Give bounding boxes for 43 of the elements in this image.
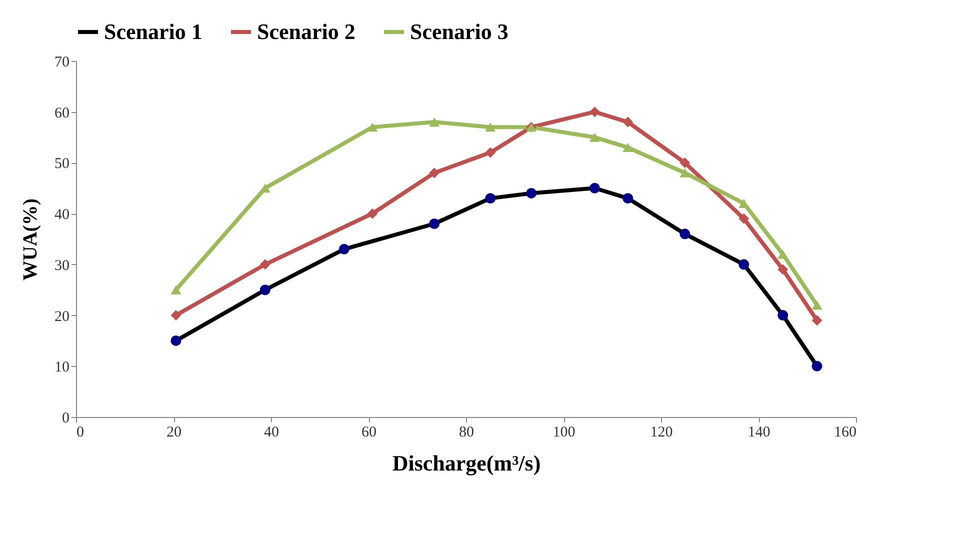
x-tick-label: 160 xyxy=(834,424,856,440)
point xyxy=(622,142,634,152)
y-tick-label: 0 xyxy=(62,410,70,426)
point xyxy=(589,106,600,118)
point xyxy=(738,213,750,224)
point xyxy=(680,168,690,178)
point xyxy=(778,250,788,259)
point xyxy=(812,300,822,310)
x-tick-label: 100 xyxy=(552,424,576,440)
point xyxy=(429,117,440,127)
point xyxy=(260,259,270,270)
x-tick-label: 120 xyxy=(650,424,673,440)
y-tick-label: 40 xyxy=(54,207,70,224)
legend-label: Scenario 3 xyxy=(410,19,508,44)
point xyxy=(485,147,496,158)
point xyxy=(622,116,634,128)
legend-label: Scenario 2 xyxy=(257,19,356,44)
x-tick-label: 60 xyxy=(362,424,376,440)
y-tick-label: 20 xyxy=(54,308,70,325)
y-tick-label: 10 xyxy=(54,360,70,376)
y-tick-label: 60 xyxy=(54,105,70,122)
point xyxy=(367,208,378,219)
x-tick-label: 80 xyxy=(459,424,474,440)
y-tick-label: 70 xyxy=(54,54,70,70)
point xyxy=(485,122,496,132)
point xyxy=(812,315,822,326)
point xyxy=(170,310,182,321)
x-axis-title: Discharge(m³/s) xyxy=(392,450,541,476)
x-tick-label: 20 xyxy=(166,424,182,440)
y-tick-label: 50 xyxy=(54,156,70,172)
point xyxy=(589,132,600,142)
y-tick-label: 30 xyxy=(54,258,70,274)
point xyxy=(170,285,182,294)
x-tick-label: 140 xyxy=(748,424,770,440)
point xyxy=(680,157,690,168)
point xyxy=(778,264,788,275)
point xyxy=(429,168,440,178)
x-tick-label: 0 xyxy=(76,424,84,440)
y-axis-title: WUA(%) xyxy=(20,198,42,281)
x-tick-label: 40 xyxy=(264,424,279,440)
point xyxy=(367,122,378,132)
legend-label: Scenario 1 xyxy=(104,19,202,44)
point xyxy=(738,198,750,208)
